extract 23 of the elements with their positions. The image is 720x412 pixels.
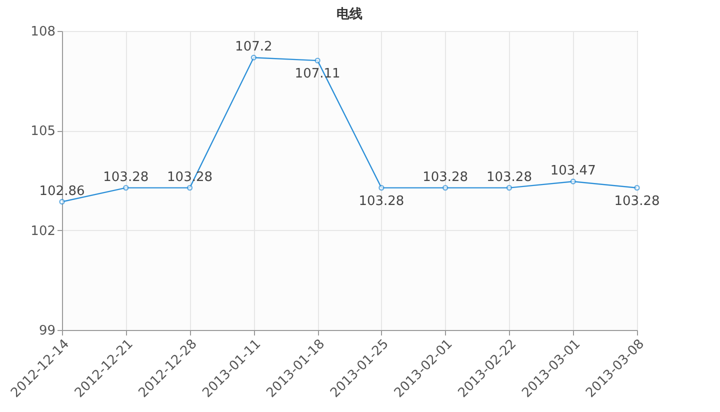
- point: [123, 184, 129, 191]
- data-label: 103.28: [358, 194, 404, 209]
- data-label: 103.28: [486, 170, 532, 185]
- point: [59, 198, 65, 205]
- data-label: 103.47: [550, 163, 596, 178]
- data-label: 103.28: [422, 170, 468, 185]
- data-label: 107.2: [235, 40, 272, 55]
- point: [186, 184, 193, 191]
- y-tick-label: 102: [30, 224, 56, 239]
- point: [442, 184, 448, 191]
- point: [506, 184, 512, 191]
- data-label: 102.86: [39, 184, 85, 199]
- point: [250, 54, 257, 60]
- point: [314, 58, 320, 64]
- y-tick-label: 105: [30, 124, 56, 140]
- y-tick-label: 99: [38, 324, 56, 338]
- data-label: 103.28: [103, 170, 149, 185]
- chart-title: 电线: [336, 7, 362, 22]
- y-tick-label: 108: [30, 24, 56, 40]
- point: [378, 184, 384, 191]
- point: [570, 178, 576, 184]
- point: [634, 184, 640, 191]
- data-label: 103.28: [614, 194, 660, 209]
